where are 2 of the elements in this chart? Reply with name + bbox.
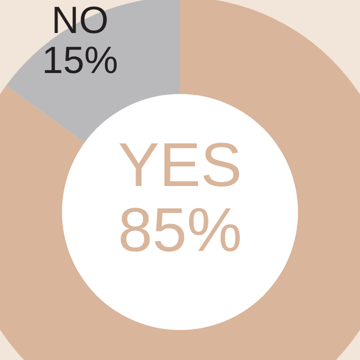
data-label: 15% (42, 40, 118, 82)
slice-label: NO (52, 0, 108, 42)
